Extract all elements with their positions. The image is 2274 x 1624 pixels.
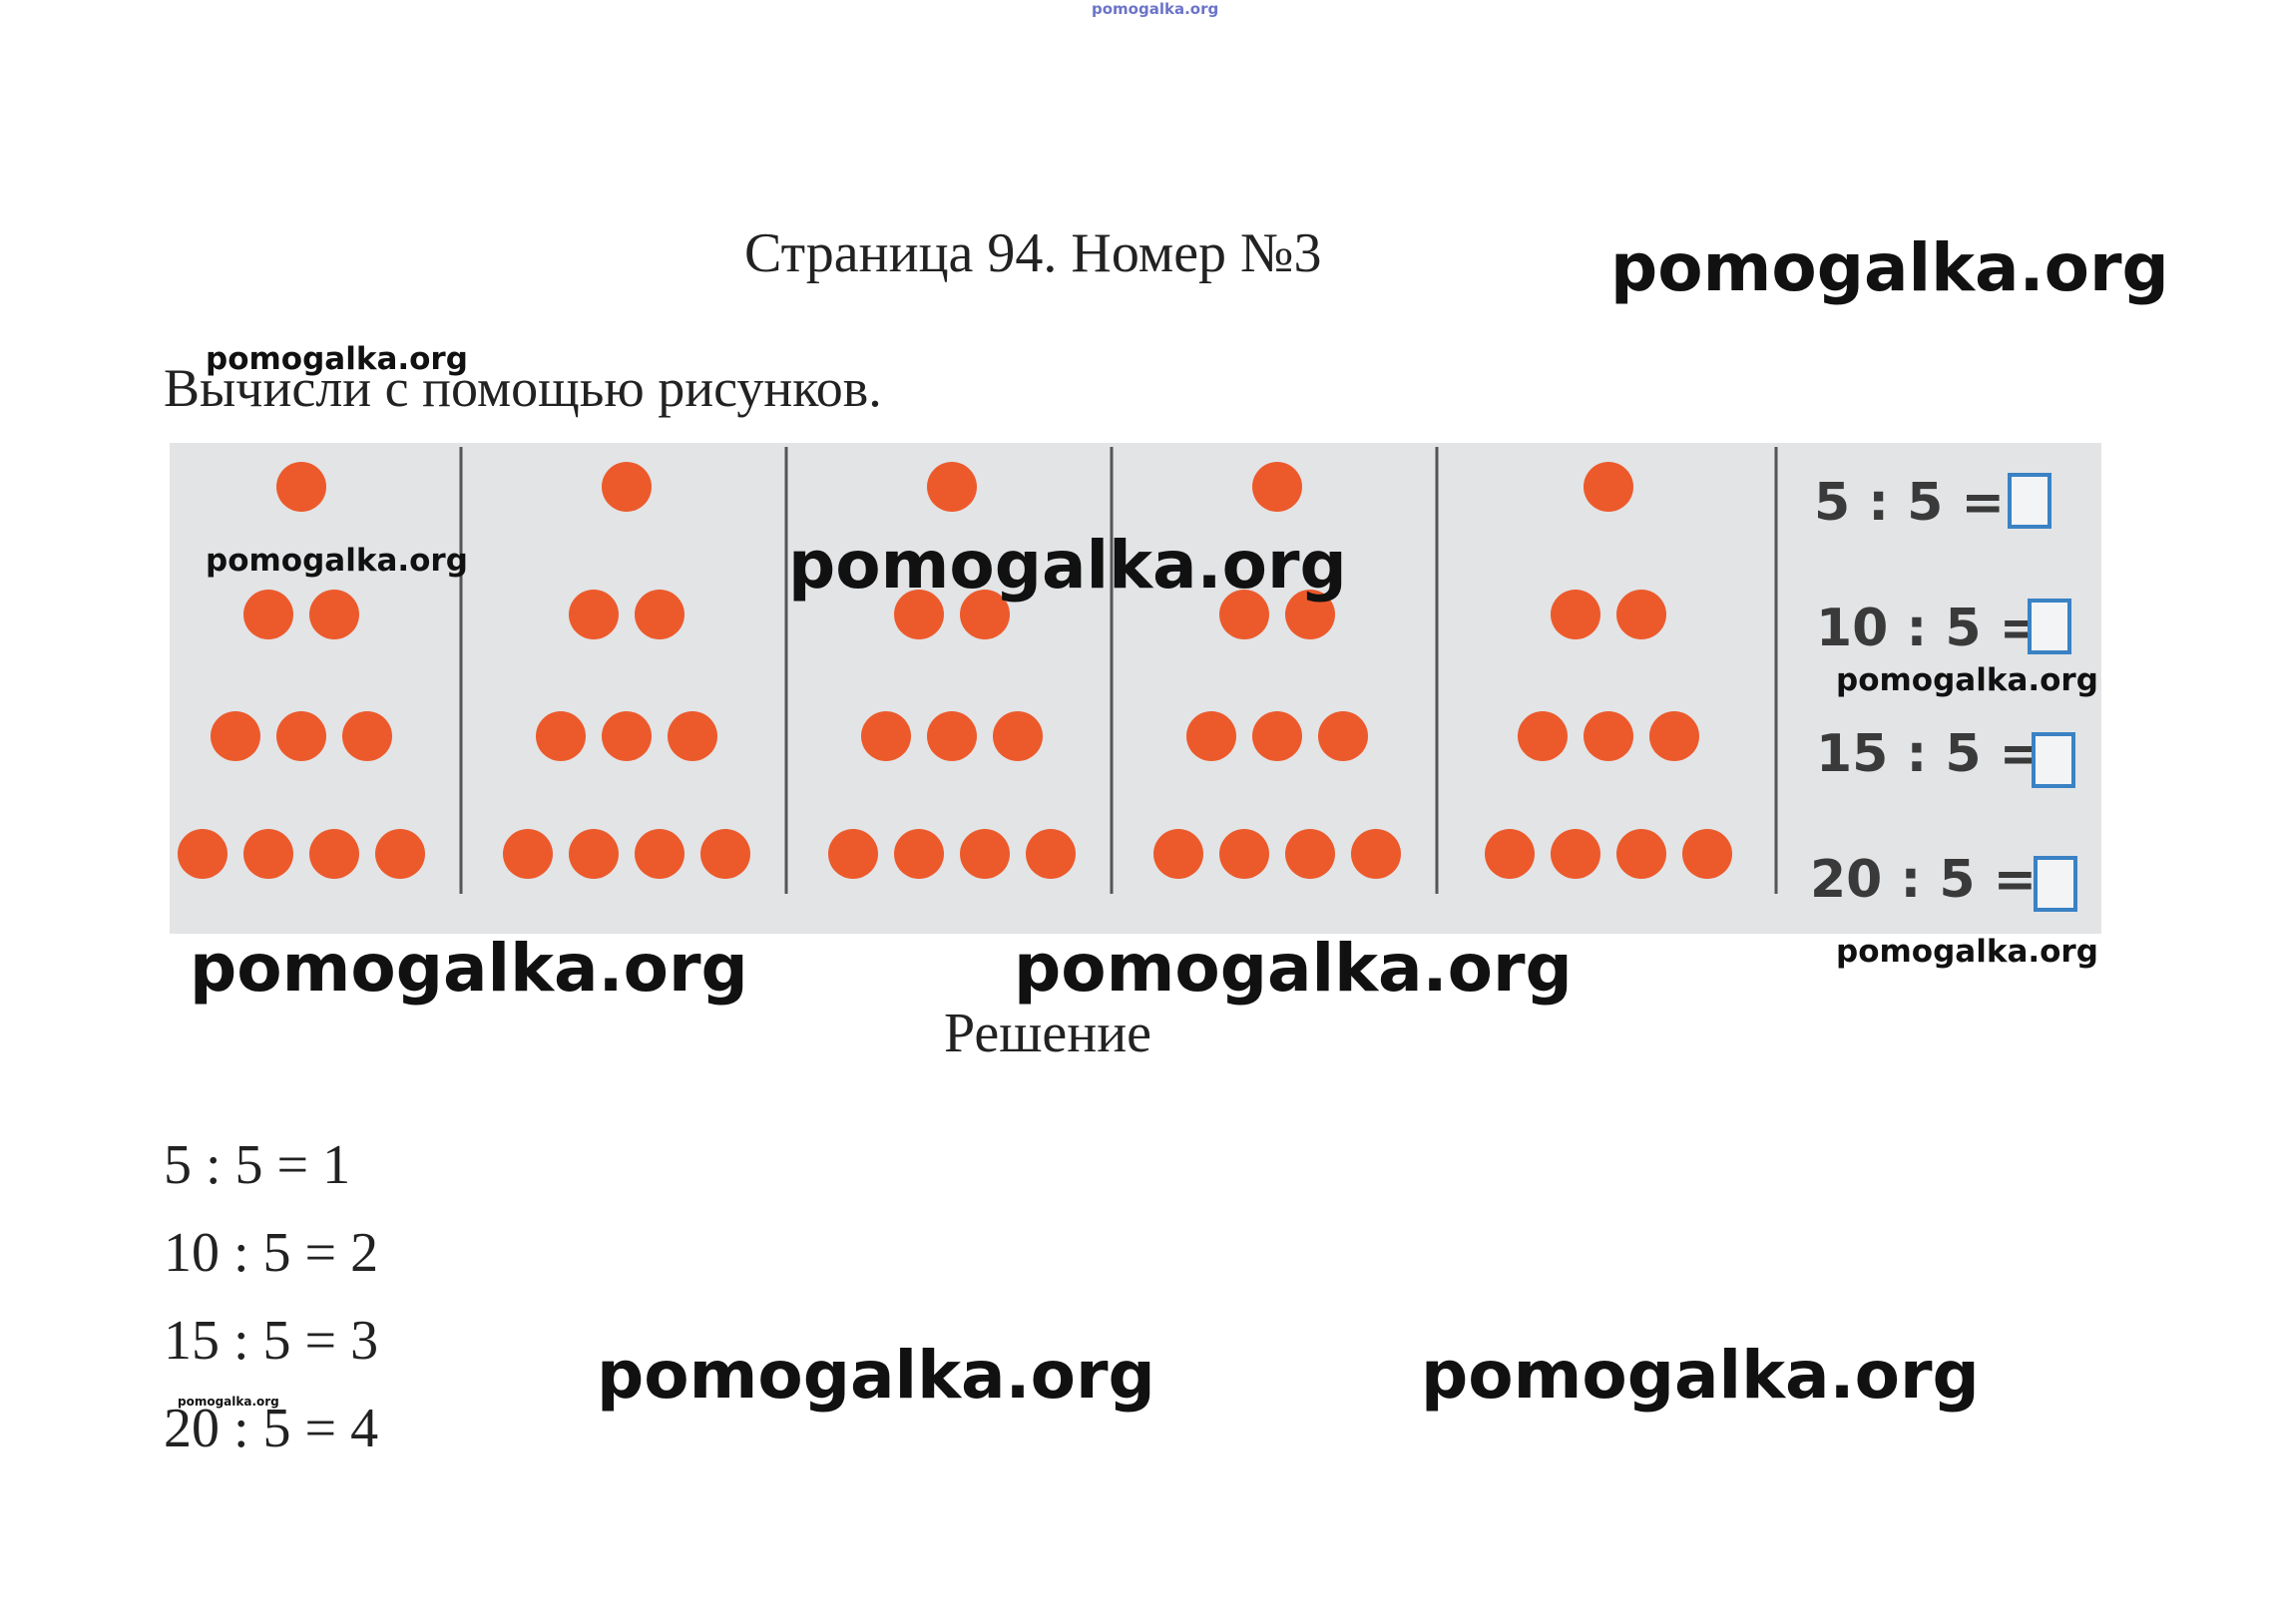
counting-dot (503, 829, 553, 879)
counting-dot (1186, 711, 1236, 761)
counting-dot (993, 711, 1043, 761)
counting-dot (178, 829, 227, 879)
watermark-below-left: pomogalka.org (190, 930, 748, 1007)
counting-dot (1252, 711, 1302, 761)
picture-watermark-below-right: pomogalka.org (1836, 934, 2098, 970)
counting-dot (569, 829, 619, 879)
brand-watermark: pomogalka.org (1610, 229, 2169, 306)
watermark-below-center: pomogalka.org (1014, 930, 1573, 1007)
counting-dot (1026, 829, 1076, 879)
counting-dot (1682, 829, 1732, 879)
counting-dot (635, 829, 684, 879)
solution-watermark-right: pomogalka.org (1421, 1337, 1980, 1414)
counting-dot (927, 711, 977, 761)
counting-dot (960, 829, 1010, 879)
counting-dot (602, 462, 652, 512)
counting-dot (375, 829, 425, 879)
dot-groups-illustration (178, 447, 1778, 894)
textbook-picture: 5 : 5 = 10 : 5 = 15 : 5 = 20 : 5 = pomog… (170, 443, 2101, 934)
answer-box-3 (2032, 732, 2075, 788)
counting-dot (309, 829, 359, 879)
counting-dot (1153, 829, 1203, 879)
equation-2: 10 : 5 = (1816, 599, 2044, 658)
counting-dot (276, 462, 326, 512)
counting-dot (960, 590, 1010, 639)
answer-line-4: 20 : 5 = 4 (164, 1398, 379, 1459)
counting-dot (1584, 462, 1633, 512)
equation-4: 20 : 5 = (1810, 850, 2038, 910)
counting-dot (211, 711, 260, 761)
counting-dot (309, 590, 359, 639)
counting-dot (927, 462, 977, 512)
answer-line-3: 15 : 5 = 3 (164, 1310, 379, 1372)
counting-dot (1649, 711, 1699, 761)
answer-line-2: 10 : 5 = 2 (164, 1222, 379, 1284)
page-title: Страница 94. Номер №3 (744, 222, 1322, 284)
answer-box-2 (2028, 599, 2071, 654)
picture-watermark-large: pomogalka.org (788, 527, 1347, 604)
picture-watermark-small-left: pomogalka.org (206, 543, 468, 579)
counting-dot (828, 829, 878, 879)
counting-dot (1551, 590, 1600, 639)
counting-dot (1318, 711, 1368, 761)
counting-dot (894, 829, 944, 879)
counting-dot (1616, 590, 1666, 639)
counting-dot (1518, 711, 1568, 761)
counting-dot (536, 711, 586, 761)
counting-dot (342, 711, 392, 761)
answer-box-4 (2034, 856, 2077, 912)
solution-watermark-left: pomogalka.org (597, 1337, 1155, 1414)
answer-line-1: 5 : 5 = 1 (164, 1134, 351, 1196)
counting-dot (1616, 829, 1666, 879)
answer-box-1 (2008, 473, 2051, 529)
top-watermark: pomogalka.org (1092, 0, 1219, 18)
answer-watermark-small: pomogalka.org (178, 1395, 279, 1409)
counting-dot (1485, 829, 1535, 879)
counting-dot (1551, 829, 1600, 879)
task-watermark: pomogalka.org (206, 341, 468, 377)
counting-dot (700, 829, 750, 879)
counting-dot (1584, 711, 1633, 761)
counting-dot (276, 711, 326, 761)
counting-dot (602, 711, 652, 761)
counting-dot (894, 590, 944, 639)
task-text: Вычисли с помощью рисунков. (164, 358, 882, 418)
solution-title: Решение (944, 1003, 1152, 1064)
equation-1: 5 : 5 = (1814, 473, 2006, 533)
counting-dot (1219, 829, 1269, 879)
counting-dot (861, 711, 911, 761)
counting-dot (1351, 829, 1401, 879)
counting-dot (243, 590, 293, 639)
counting-dot (569, 590, 619, 639)
counting-dot (243, 829, 293, 879)
equation-3: 15 : 5 = (1816, 724, 2044, 784)
counting-dot (1285, 829, 1335, 879)
counting-dot (1219, 590, 1269, 639)
counting-dot (1285, 590, 1335, 639)
picture-watermark-small-right: pomogalka.org (1836, 662, 2098, 698)
counting-dot (635, 590, 684, 639)
counting-dot (1252, 462, 1302, 512)
counting-dot (668, 711, 717, 761)
